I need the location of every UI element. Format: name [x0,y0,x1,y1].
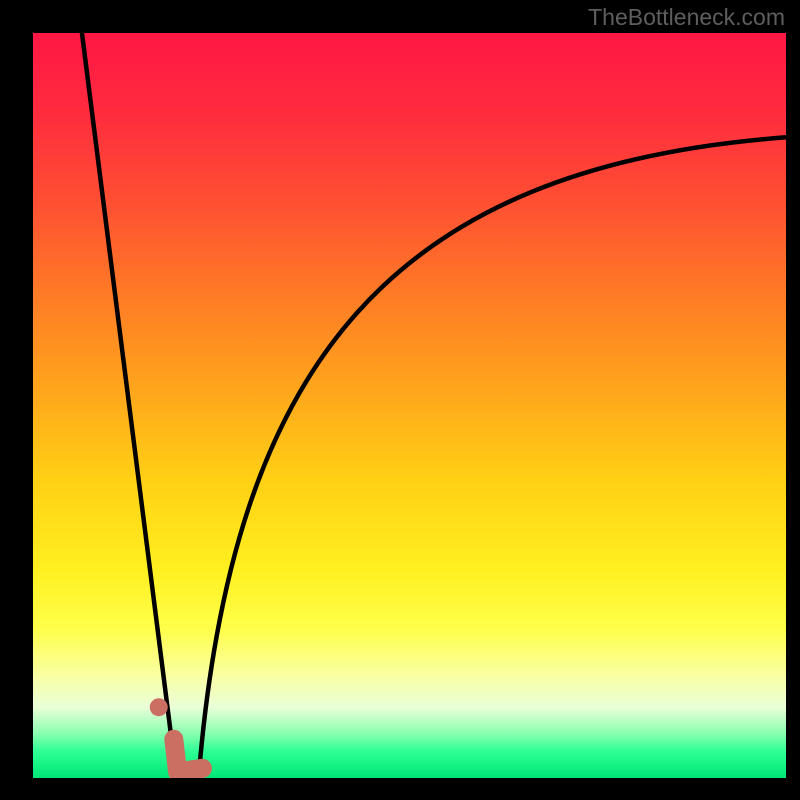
highlight-marker-stroke [174,739,203,772]
bottleneck-left-line [82,33,175,763]
bottleneck-right-curve [200,137,786,759]
curve-layer [33,33,786,778]
plot-area [33,33,786,778]
chart-frame: TheBottleneck.com [0,0,800,800]
watermark-text: TheBottleneck.com [588,4,785,31]
highlight-marker-dot [150,698,168,716]
